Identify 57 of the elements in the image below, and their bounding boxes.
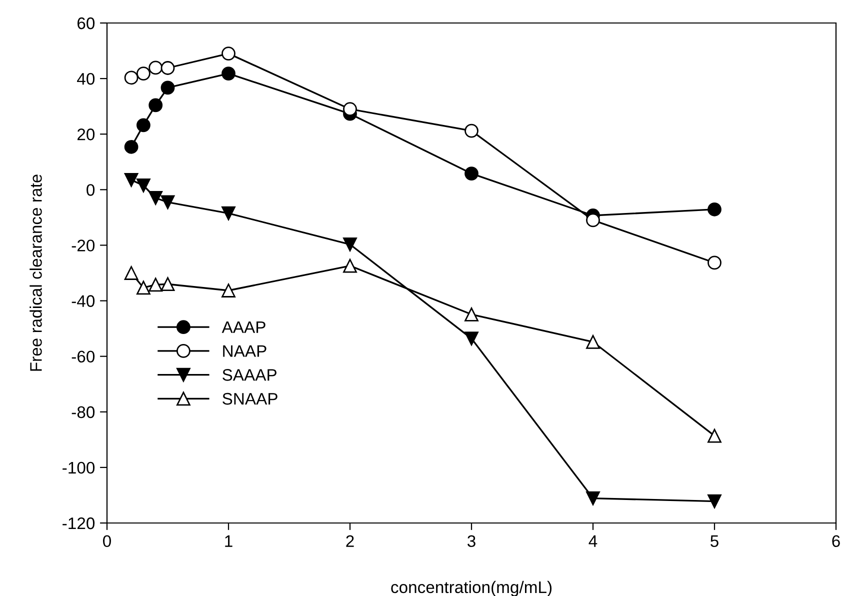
point bbox=[343, 102, 357, 116]
point bbox=[136, 178, 150, 192]
point bbox=[343, 237, 357, 252]
point bbox=[136, 280, 150, 295]
point bbox=[708, 494, 722, 508]
x-tick-label: 2 bbox=[346, 535, 354, 547]
point bbox=[136, 118, 150, 132]
y-tick-label: -120 bbox=[62, 517, 95, 530]
point bbox=[148, 60, 163, 75]
y-tick-label: 40 bbox=[77, 72, 95, 85]
x-axis-title: concentration(mg/mL) bbox=[391, 580, 552, 596]
legend-label: AAAP bbox=[222, 321, 266, 333]
y-tick-label: -60 bbox=[72, 350, 95, 363]
y-tick-label: 0 bbox=[86, 184, 95, 196]
point bbox=[586, 491, 600, 506]
point bbox=[148, 278, 163, 292]
point bbox=[160, 80, 175, 95]
point bbox=[160, 277, 175, 292]
point bbox=[464, 166, 478, 180]
y-tick-label: -80 bbox=[72, 406, 95, 418]
point bbox=[222, 46, 236, 60]
x-tick-label: 0 bbox=[103, 535, 111, 548]
point bbox=[136, 66, 150, 80]
point bbox=[160, 195, 175, 210]
x-tick-label: 6 bbox=[832, 535, 840, 548]
point bbox=[124, 173, 138, 187]
point bbox=[343, 258, 357, 273]
legend-label: SNAAP bbox=[222, 392, 278, 405]
y-axis-title: Free radical clearance rate bbox=[30, 174, 42, 371]
point bbox=[464, 332, 478, 346]
point bbox=[148, 98, 163, 112]
point bbox=[222, 66, 236, 80]
y-tick-label: 60 bbox=[78, 17, 95, 30]
point bbox=[708, 202, 722, 216]
legend-label: NAAP bbox=[223, 345, 266, 357]
y-tick-label: -100 bbox=[62, 462, 95, 474]
x-tick-label: 4 bbox=[588, 535, 598, 547]
point bbox=[124, 140, 138, 154]
point bbox=[160, 61, 175, 75]
point bbox=[586, 213, 600, 228]
point bbox=[222, 284, 236, 298]
y-tick-label: -40 bbox=[72, 295, 95, 307]
point bbox=[148, 191, 163, 205]
y-tick-label: -20 bbox=[72, 240, 95, 252]
point bbox=[124, 70, 138, 85]
x-tick-label: 1 bbox=[225, 535, 232, 547]
legend-label: SAAAP bbox=[222, 369, 276, 381]
point bbox=[708, 428, 722, 443]
point bbox=[124, 266, 138, 280]
x-tick-label: 5 bbox=[710, 535, 718, 548]
point bbox=[586, 334, 600, 349]
point bbox=[222, 206, 236, 220]
point bbox=[464, 307, 478, 322]
point bbox=[708, 256, 722, 270]
x-tick-label: 3 bbox=[468, 535, 476, 548]
y-tick-label: 20 bbox=[77, 128, 95, 140]
point bbox=[464, 124, 478, 138]
